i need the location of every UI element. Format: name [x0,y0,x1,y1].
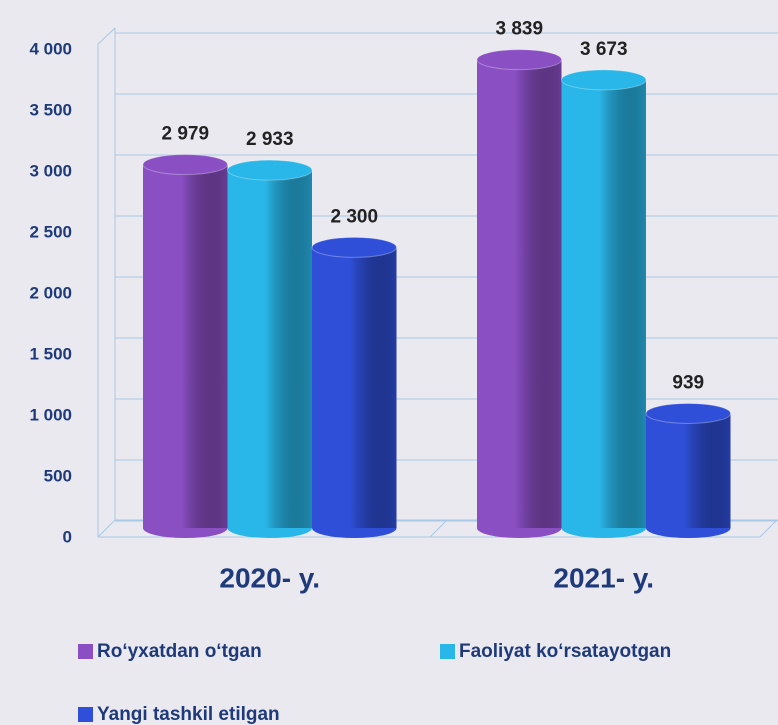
data-label: 2 300 [330,206,378,227]
y-tick-label: 0 [63,527,72,546]
bar-top [561,69,647,91]
axis-wall [97,27,116,45]
bar-shade [477,59,562,528]
legend-swatch [440,644,455,659]
y-tick-label: 1 000 [29,405,72,424]
y-tick-label: 3 000 [29,161,72,180]
bar-shade [646,413,731,528]
data-label: 2 933 [246,129,294,150]
y-tick-label: 3 500 [29,100,72,119]
data-label: 3 673 [580,39,628,60]
y-tick-label: 500 [44,466,72,485]
floor [97,519,116,538]
floor [759,519,778,538]
bar-shade [143,164,228,528]
legend-swatch [78,707,93,722]
bar-shade [227,170,312,528]
data-label: 939 [672,372,704,393]
legend-swatch [78,644,93,659]
bar-shade [561,79,646,529]
bar-top [142,154,228,176]
y-tick-label: 1 500 [29,344,72,363]
data-label: 3 839 [495,19,543,40]
y-tick-label: 2 500 [29,222,72,241]
x-tick-label: 2020- y. [219,562,320,593]
bar-shade [312,247,397,528]
legend-label: Ro‘yxatdan o‘tgan [97,641,262,662]
bar-top [645,402,731,424]
floor [429,519,448,538]
x-tick-label: 2021- y. [553,562,654,593]
y-tick-label: 2 000 [29,283,72,302]
bar-top [311,236,397,258]
bar-top [227,159,313,181]
y-tick-label: 4 000 [29,39,72,58]
legend-label: Yangi tashkil etilgan [97,704,280,725]
bar-top [476,49,562,71]
legend-label: Faoliyat ko‘rsatayotgan [459,641,671,662]
data-label: 2 979 [161,124,209,145]
